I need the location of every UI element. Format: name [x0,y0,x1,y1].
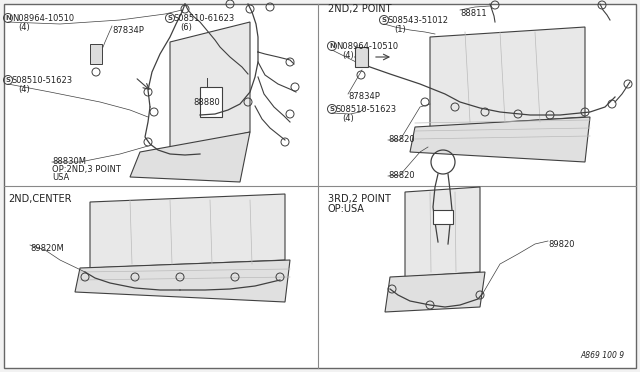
Text: S: S [381,17,387,23]
Text: OP:2ND,3 POINT: OP:2ND,3 POINT [52,165,121,174]
Text: S08510-51623: S08510-51623 [12,76,73,85]
Bar [355,47,368,67]
Text: S08543-51012: S08543-51012 [388,16,449,25]
Polygon shape [385,272,485,312]
Text: 88820: 88820 [388,135,415,144]
Text: 88820: 88820 [388,171,415,180]
Bar [433,210,453,224]
Text: 87834P: 87834P [112,26,144,35]
Text: N08964-10510: N08964-10510 [336,42,398,51]
Text: A869 100 9: A869 100 9 [580,351,624,360]
Text: (1): (1) [394,25,406,34]
Text: S: S [168,15,173,21]
Text: OP:USA: OP:USA [328,204,365,214]
Text: 2ND,2 POINT: 2ND,2 POINT [328,4,392,14]
Text: S08510-51623: S08510-51623 [336,105,397,114]
Text: (4): (4) [18,23,29,32]
Bar [200,87,222,117]
Text: (4): (4) [18,85,29,94]
Text: N: N [329,43,335,49]
Text: (4): (4) [342,51,354,60]
Text: 89820: 89820 [548,240,575,249]
Polygon shape [405,187,480,277]
Polygon shape [75,260,290,302]
Text: (6): (6) [180,23,192,32]
Polygon shape [430,27,585,127]
Text: S: S [6,77,10,83]
Polygon shape [410,117,590,162]
Text: 3RD,2 POINT: 3RD,2 POINT [328,194,391,204]
Polygon shape [170,22,250,152]
Polygon shape [130,132,250,182]
Text: 87834P: 87834P [348,92,380,101]
Text: 88830M: 88830M [52,157,86,166]
Text: 88880: 88880 [193,98,220,107]
Bar [90,44,102,64]
Text: (4): (4) [342,114,354,123]
Text: 89820M: 89820M [30,244,64,253]
Text: N: N [5,15,11,21]
Text: S: S [330,106,335,112]
Text: 88811: 88811 [460,9,486,18]
Text: USA: USA [52,173,69,182]
Text: 2ND,CENTER: 2ND,CENTER [8,194,72,204]
Polygon shape [90,194,285,268]
Text: S08510-61623: S08510-61623 [174,14,236,23]
Text: N08964-10510: N08964-10510 [12,14,74,23]
